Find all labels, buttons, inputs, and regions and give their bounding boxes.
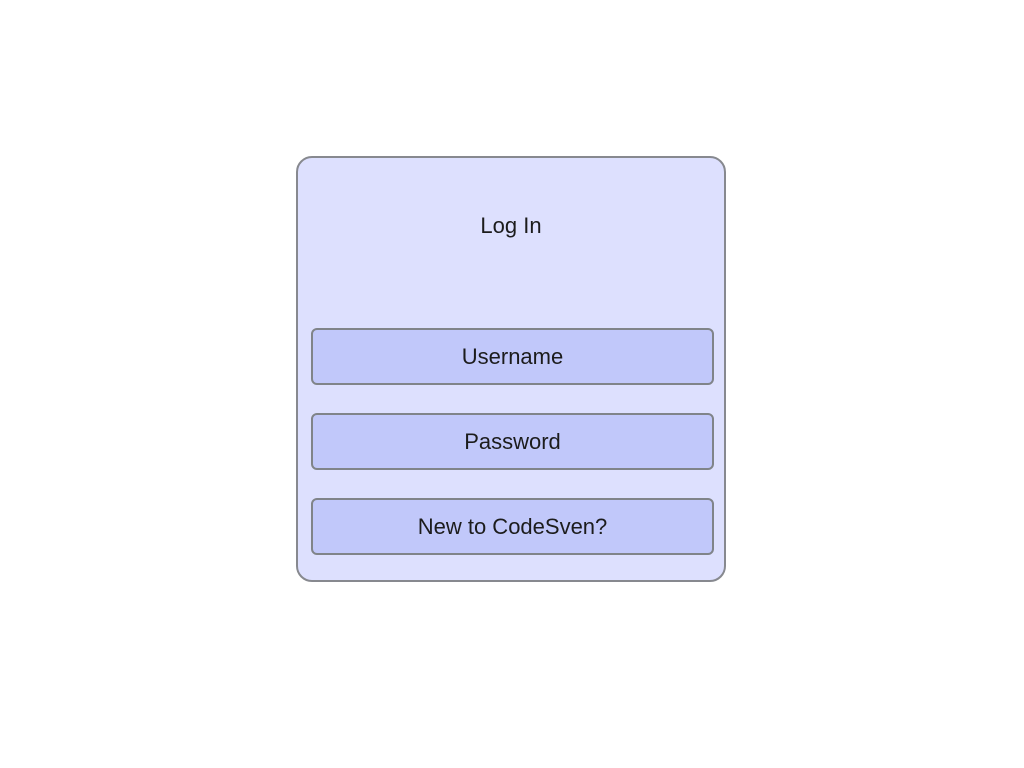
username-field[interactable]: Username — [311, 328, 714, 385]
login-title: Log In — [480, 213, 542, 238]
login-card: Log In Username Password New to CodeSven… — [296, 156, 726, 582]
signup-label: New to CodeSven? — [417, 513, 608, 539]
password-field[interactable]: Password — [311, 413, 714, 470]
signup-button[interactable]: New to CodeSven? — [311, 498, 714, 555]
username-label: Username — [461, 343, 564, 369]
password-label: Password — [464, 428, 561, 454]
